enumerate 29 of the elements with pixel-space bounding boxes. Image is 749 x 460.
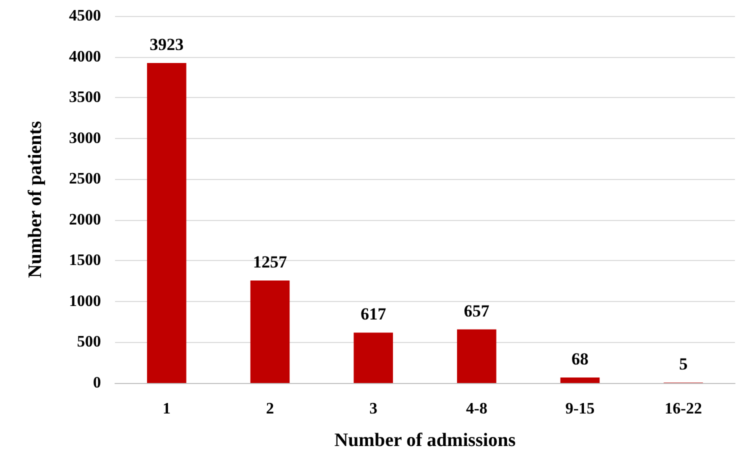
y-tick-label: 3000 — [69, 130, 101, 147]
data-label: 657 — [464, 301, 490, 320]
y-tick-label: 4500 — [69, 8, 101, 24]
y-tick-label: 3500 — [69, 89, 101, 106]
bar — [250, 280, 290, 383]
data-label: 617 — [360, 304, 387, 324]
x-tick-label: 4-8 — [466, 400, 488, 418]
y-tick-label: 0 — [93, 374, 101, 392]
data-label: 68 — [572, 349, 588, 368]
y-tick-label: 2500 — [69, 170, 101, 188]
data-label: 1257 — [253, 252, 288, 272]
x-tick-label: 16-22 — [664, 400, 702, 418]
y-axis-title: Number of patients — [25, 121, 46, 278]
y-tick-label: 2000 — [69, 211, 101, 228]
data-label: 5 — [679, 354, 688, 374]
y-tick-label: 4000 — [69, 48, 101, 66]
y-tick-label: 1500 — [69, 252, 101, 270]
y-tick-label: 500 — [77, 334, 101, 351]
bar — [354, 332, 393, 383]
bar — [560, 377, 600, 383]
x-tick-label: 2 — [266, 400, 274, 418]
x-tick-label: 3 — [369, 400, 378, 418]
data-label: 3923 — [150, 35, 184, 54]
bar — [457, 329, 496, 383]
x-axis-title: Number of admissions — [334, 430, 516, 451]
x-tick-label: 9-15 — [565, 400, 595, 418]
y-tick-label: 1000 — [69, 292, 101, 310]
bar — [147, 63, 186, 383]
x-tick-label: 1 — [162, 400, 171, 418]
